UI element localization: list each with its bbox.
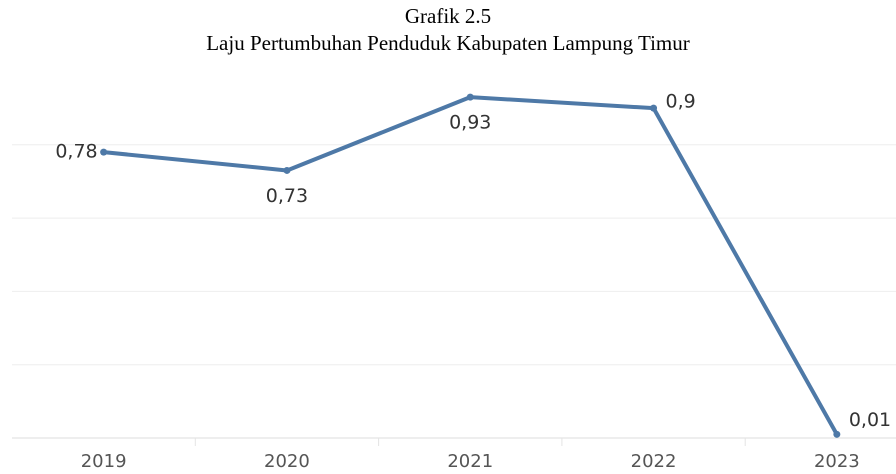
value-label: 0,73 bbox=[266, 185, 308, 207]
point bbox=[100, 148, 108, 156]
x-tick-label: 2021 bbox=[447, 451, 493, 472]
line bbox=[103, 95, 839, 436]
chart-subtitle: Laju Pertumbuhan Penduduk Kabupaten Lamp… bbox=[206, 31, 690, 55]
value-label: 0,93 bbox=[449, 112, 491, 134]
point bbox=[283, 166, 291, 174]
chart-title: Grafik 2.5 bbox=[405, 4, 491, 28]
value-label: 0,9 bbox=[666, 91, 696, 113]
value-label: 0,01 bbox=[849, 409, 891, 431]
point bbox=[650, 104, 658, 112]
x-tick-label: 2023 bbox=[814, 451, 860, 472]
x-tick-label: 2019 bbox=[81, 451, 127, 472]
value-label: 0,78 bbox=[55, 141, 97, 163]
x-tick-label: 2022 bbox=[631, 451, 677, 472]
x-tick-label: 2020 bbox=[264, 451, 310, 472]
point bbox=[466, 93, 474, 101]
point bbox=[833, 430, 841, 438]
